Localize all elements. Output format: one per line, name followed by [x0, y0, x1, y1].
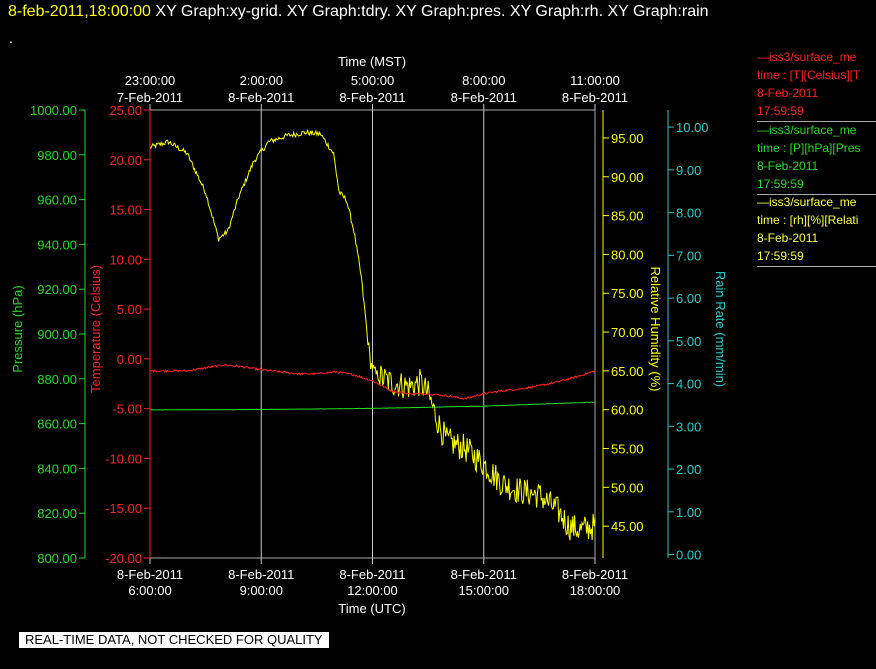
rh-tick-label: 80.00 — [611, 247, 644, 262]
legend-divider — [757, 193, 876, 195]
legend-entry-temperature: —iss3/surface_me time : [T][Celsius][T 8… — [757, 48, 876, 122]
legend-divider — [757, 120, 876, 122]
x-top-tick-label: 8-Feb-2011 — [339, 90, 405, 105]
x-axis-label: Time (UTC) — [338, 601, 405, 616]
legend-variable: time : [rh][%][Relati — [757, 213, 859, 227]
x-top-tick-label: 5:00:00 — [351, 73, 394, 88]
rh-tick-label: 90.00 — [611, 170, 644, 185]
title-graph-list: XY Graph:xy-grid. XY Graph:tdry. XY Grap… — [155, 3, 709, 20]
rh-tick-label: 95.00 — [611, 131, 644, 146]
rain-tick-label: 4.00 — [676, 377, 701, 392]
x-top-axis-label: Time (MST) — [338, 54, 406, 69]
pressure-tick-label: 840.00 — [37, 461, 77, 476]
rh-tick-label: 75.00 — [611, 286, 644, 301]
pressure-tick-label: 860.00 — [37, 417, 77, 432]
legend-time: 17:59:59 — [757, 104, 804, 118]
temperature-series-line — [149, 363, 596, 401]
x-tick-label: 8-Feb-2011 — [562, 567, 628, 582]
rh-tick-label: 45.00 — [611, 519, 644, 534]
legend-entry-pressure: —iss3/surface_me time : [P][hPa][Pres 8-… — [757, 121, 876, 195]
x-tick-label: 9:00:00 — [240, 583, 283, 598]
legend-source-name: —iss3/surface_me — [757, 123, 857, 137]
x-top-tick-label: 8-Feb-2011 — [451, 90, 517, 105]
pressure-series-line — [150, 401, 596, 411]
x-top-tick-label: 11:00:00 — [570, 73, 620, 88]
rain-axis-label: Rain Rate (mm/min) — [713, 271, 728, 387]
temperature-tick-label: -15.00 — [105, 501, 142, 516]
legend-source-name: —iss3/surface_me — [757, 50, 857, 64]
rh-tick-label: 50.00 — [611, 480, 644, 495]
legend-variable: time : [P][hPa][Pres — [757, 141, 861, 155]
rain-tick-label: 2.00 — [676, 462, 701, 477]
x-top-tick-label: 8:00:00 — [462, 73, 505, 88]
x-tick-label: 8-Feb-2011 — [117, 567, 183, 582]
rain-tick-label: 9.00 — [676, 163, 701, 178]
temperature-tick-label: -10.00 — [105, 451, 142, 466]
data-series — [149, 128, 596, 541]
pressure-tick-label: 920.00 — [37, 282, 77, 297]
axes: 8-Feb-20116:00:008-Feb-20119:00:008-Feb-… — [10, 54, 728, 616]
rain-tick-label: 6.00 — [676, 291, 701, 306]
x-tick-label: 18:00:00 — [570, 583, 621, 598]
x-top-tick-label: 8-Feb-2011 — [562, 90, 628, 105]
x-tick-label: 8-Feb-2011 — [228, 567, 294, 582]
temperature-tick-label: 10.00 — [109, 252, 142, 267]
temperature-tick-label: 5.00 — [117, 302, 142, 317]
temperature-tick-label: 0.00 — [117, 352, 142, 367]
x-tick-label: 6:00:00 — [128, 583, 171, 598]
page-title: 8-feb-2011,18:00:00 XY Graph:xy-grid. XY… — [8, 3, 709, 21]
x-tick-label: 8-Feb-2011 — [451, 567, 517, 582]
temperature-tick-label: 20.00 — [109, 153, 142, 168]
pressure-tick-label: 960.00 — [37, 193, 77, 208]
pressure-tick-label: 980.00 — [37, 148, 77, 163]
legend-time: 17:59:59 — [757, 177, 804, 191]
rh-series-line — [149, 128, 596, 541]
legend-date: 8-Feb-2011 — [757, 231, 819, 245]
pressure-axis-label: Pressure (hPa) — [10, 285, 25, 372]
legend-entry-humidity: —iss3/surface_me time : [rh][%][Relati 8… — [757, 193, 876, 267]
pressure-tick-label: 820.00 — [37, 506, 77, 521]
pressure-tick-label: 900.00 — [37, 327, 77, 342]
rain-tick-label: 1.00 — [676, 505, 701, 520]
rh-tick-label: 85.00 — [611, 209, 644, 224]
x-tick-label: 12:00:00 — [347, 583, 398, 598]
rain-tick-label: 10.00 — [676, 120, 709, 135]
legend-date: 8-Feb-2011 — [757, 159, 819, 173]
temperature-tick-label: 25.00 — [109, 103, 142, 118]
temperature-tick-label: -5.00 — [112, 402, 142, 417]
rain-tick-label: 5.00 — [676, 334, 701, 349]
x-top-tick-label: 8-Feb-2011 — [228, 90, 294, 105]
legend-variable: time : [T][Celsius][T — [757, 68, 861, 82]
rh-axis-label: Relative Humidity (%) — [648, 267, 663, 392]
title-datetime: 8-feb-2011,18:00:00 — [8, 3, 151, 20]
pressure-tick-label: 940.00 — [37, 237, 77, 252]
quality-notice: REAL-TIME DATA, NOT CHECKED FOR QUALITY — [19, 632, 329, 648]
x-tick-label: 8-Feb-2011 — [339, 567, 405, 582]
rain-tick-label: 7.00 — [676, 248, 701, 263]
rh-tick-label: 70.00 — [611, 325, 644, 340]
rain-tick-label: 8.00 — [676, 206, 701, 221]
rain-tick-label: 3.00 — [676, 419, 701, 434]
pressure-tick-label: 800.00 — [37, 551, 77, 566]
legend-time: 17:59:59 — [757, 249, 804, 263]
legend-source-name: —iss3/surface_me — [757, 195, 857, 209]
x-top-tick-label: 7-Feb-2011 — [117, 90, 183, 105]
temperature-tick-label: 15.00 — [109, 203, 142, 218]
rain-tick-label: 0.00 — [676, 548, 701, 563]
x-top-tick-label: 2:00:00 — [240, 73, 283, 88]
temperature-tick-label: -20.00 — [105, 551, 142, 566]
pressure-tick-label: 880.00 — [37, 372, 77, 387]
x-tick-label: 15:00:00 — [458, 583, 509, 598]
legend-date: 8-Feb-2011 — [757, 86, 819, 100]
pressure-tick-label: 1000.00 — [30, 103, 77, 118]
rh-tick-label: 55.00 — [611, 442, 644, 457]
temperature-axis-label: Temperature (Celsius) — [88, 265, 103, 393]
legend-divider — [757, 265, 876, 267]
title-dot: . — [9, 30, 13, 46]
rh-tick-label: 60.00 — [611, 403, 644, 418]
rh-tick-label: 65.00 — [611, 364, 644, 379]
plot-grid — [260, 110, 485, 558]
x-top-tick-label: 23:00:00 — [125, 73, 176, 88]
